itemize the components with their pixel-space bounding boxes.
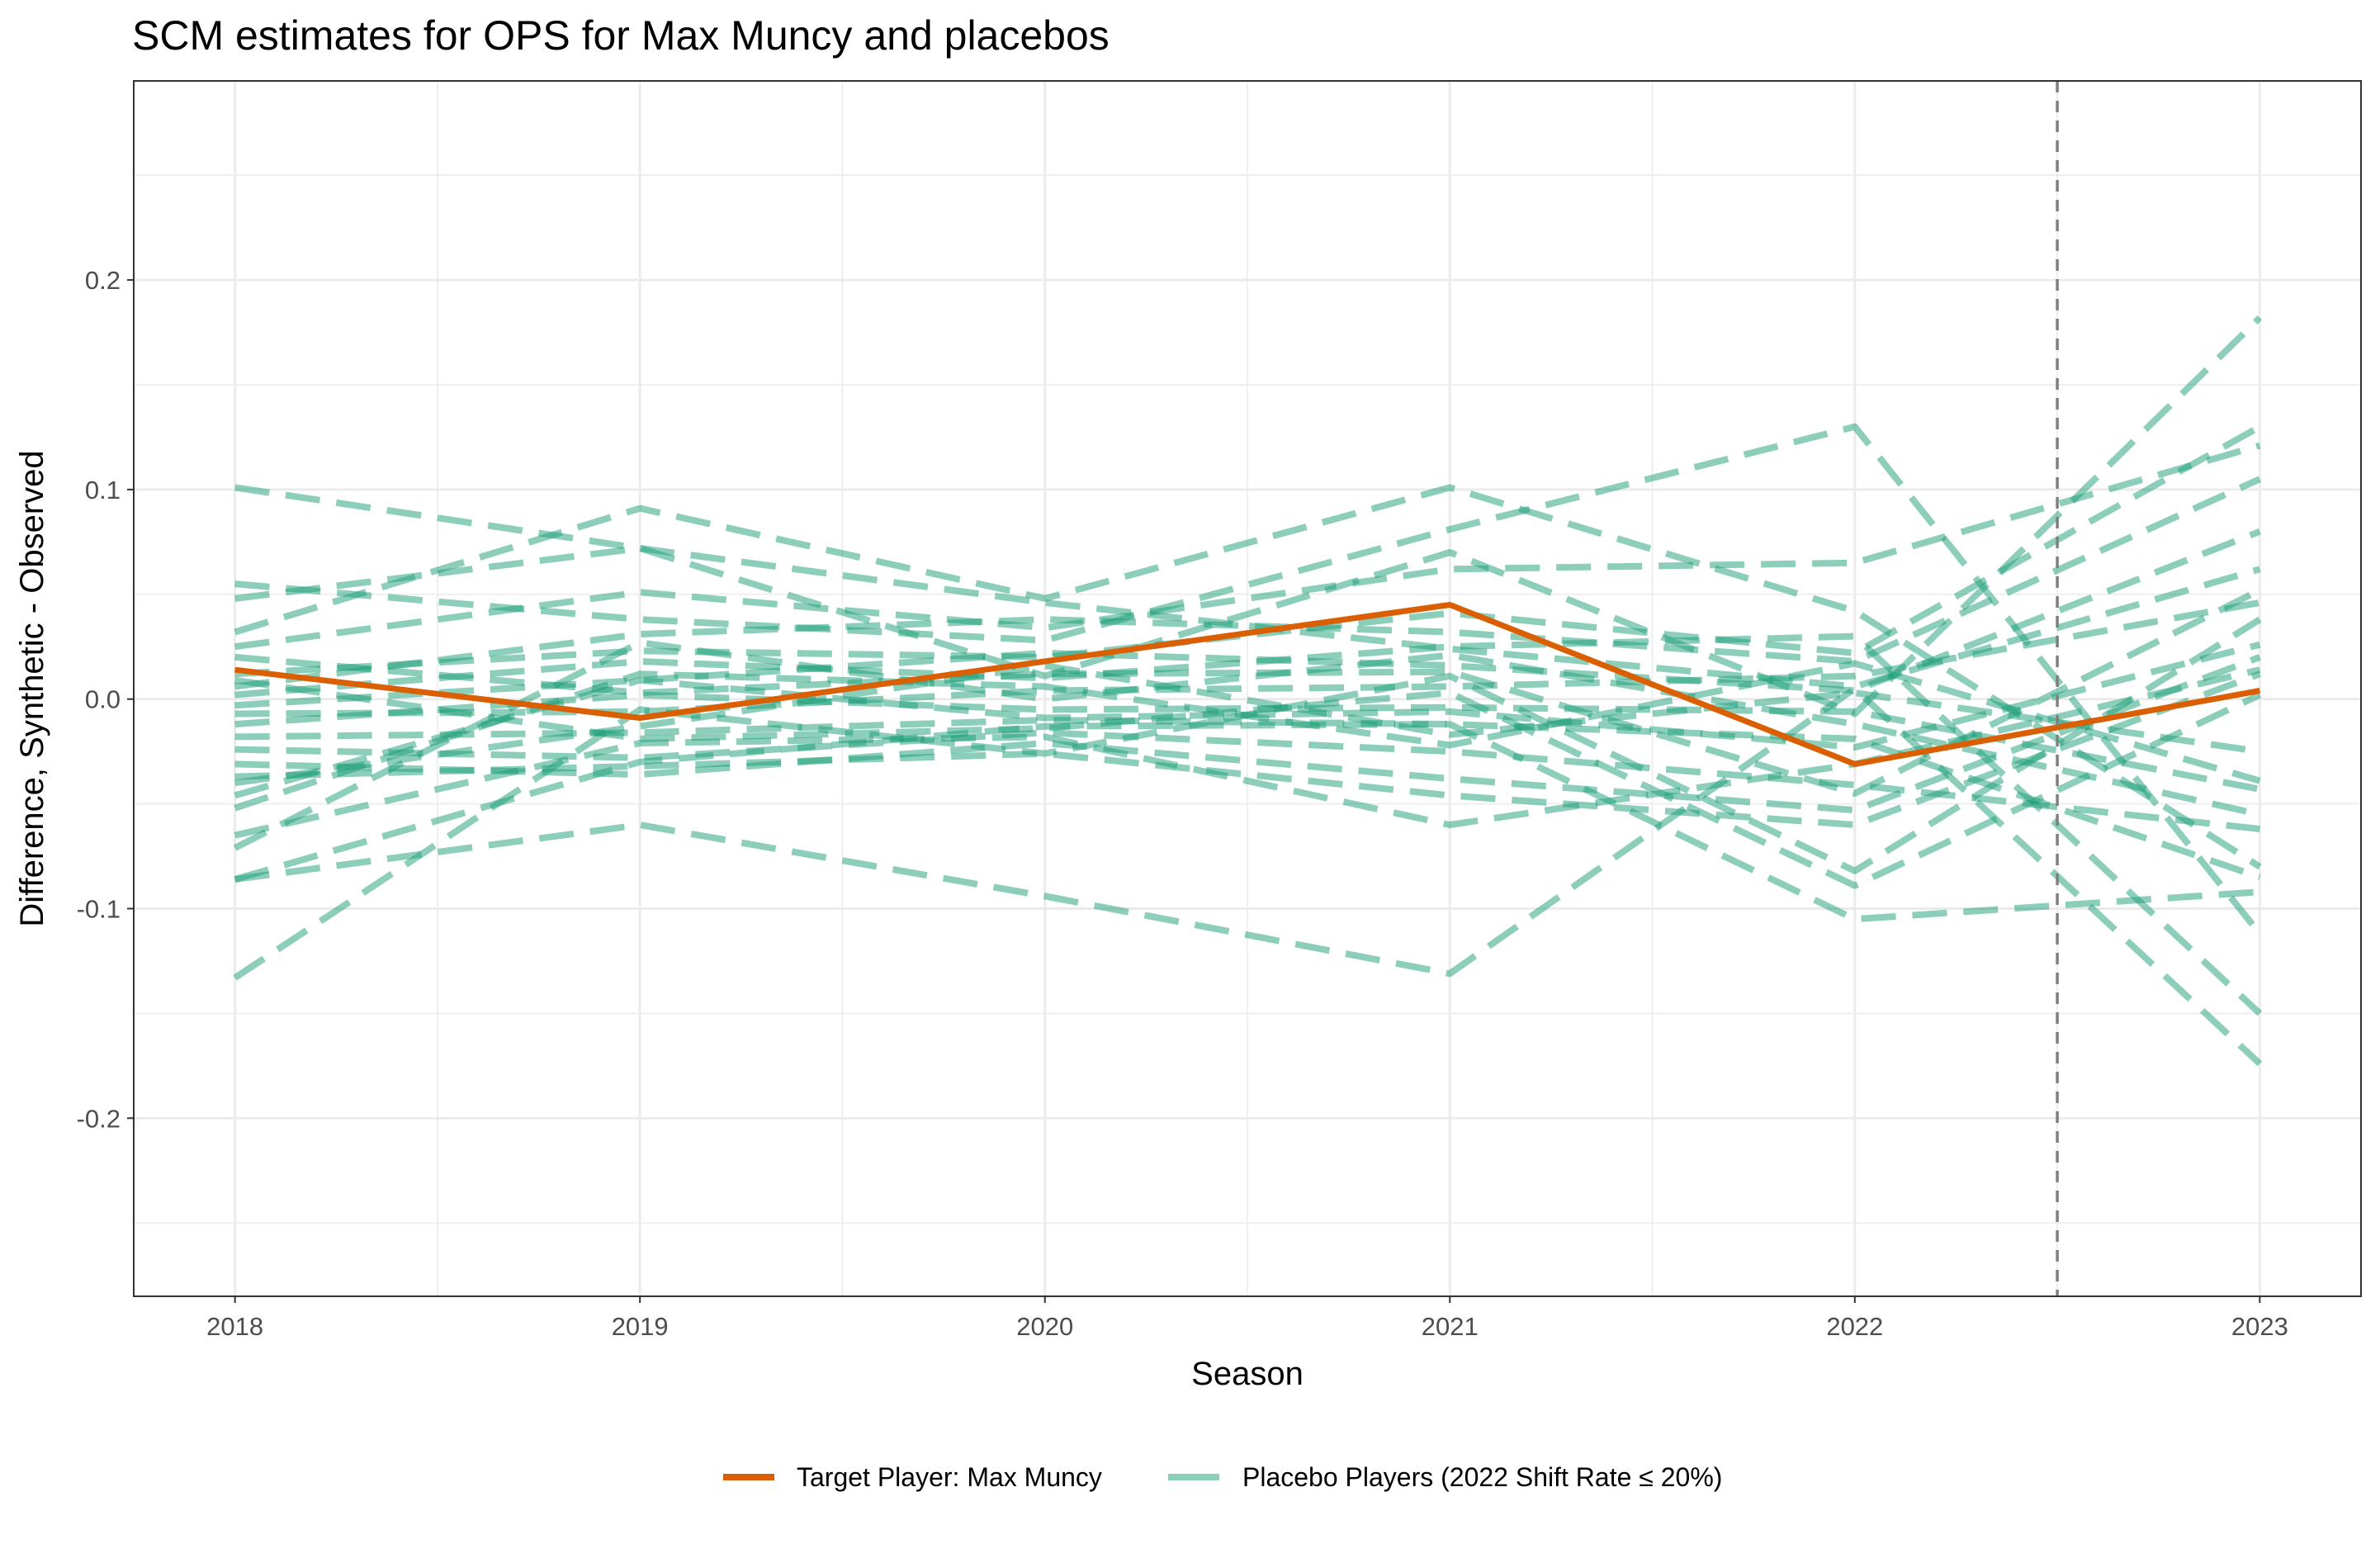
placebo-line [234, 654, 2261, 814]
placebo-line [234, 476, 2262, 690]
placebo-line [234, 484, 2262, 870]
legend-label-target: Target Player: Max Muncy [797, 1462, 1102, 1492]
x-tick-label: 2022 [1826, 1312, 1883, 1341]
placebo-line [233, 639, 2261, 851]
target-series-group [234, 602, 2261, 767]
placebo-line [234, 721, 2260, 923]
x-tick-label: 2020 [1016, 1312, 1073, 1341]
y-axis: 0.2 0.1 0.0 -0.1 -0.2 [77, 266, 134, 1133]
placebo-line [234, 729, 2260, 832]
x-tick-label: 2021 [1422, 1312, 1479, 1341]
x-tick-label: 2019 [612, 1312, 669, 1341]
placebo-line [234, 423, 2263, 936]
placebo-line [234, 691, 2261, 793]
y-tick-label: 0.0 [85, 685, 121, 714]
chart-title: SCM estimates for OPS for Max Muncy and … [132, 12, 1110, 59]
placebo-line [234, 662, 2260, 787]
x-tick-label: 2018 [206, 1312, 263, 1341]
y-tick-label: 0.1 [85, 476, 121, 504]
legend-label-placebo: Placebo Players (2022 Shift Rate ≤ 20%) [1242, 1462, 1722, 1492]
panel-border [133, 80, 2362, 1297]
plot-panel [133, 80, 2362, 1297]
placebo-line [234, 676, 2262, 889]
placebo-line [233, 616, 2262, 981]
y-tick-label: 0.2 [85, 266, 121, 295]
target-line-max-muncy [234, 602, 2261, 767]
x-axis-title: Season [1191, 1356, 1304, 1392]
placebo-line [234, 442, 2261, 651]
x-axis: 2018 2019 2020 2021 2022 2023 [206, 1296, 2288, 1341]
placebo-line [234, 424, 2262, 678]
placebo-line [234, 670, 2261, 828]
x-tick-label: 2023 [2231, 1312, 2288, 1341]
y-tick-label: -0.2 [77, 1104, 121, 1133]
y-tick-label: -0.1 [77, 894, 121, 923]
legend: Target Player: Max Muncy Placebo Players… [723, 1462, 1722, 1492]
placebo-line [234, 587, 2262, 797]
placebo-line [234, 632, 2263, 1016]
placebo-line [234, 315, 2263, 718]
y-axis-title: Difference, Synthetic - Observed [14, 450, 50, 926]
